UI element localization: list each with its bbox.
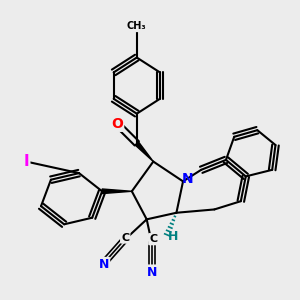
Text: I: I xyxy=(23,154,29,169)
Text: O: O xyxy=(111,117,123,130)
Text: C: C xyxy=(121,232,129,242)
Text: N: N xyxy=(146,266,157,279)
Text: N: N xyxy=(182,172,193,186)
Text: N: N xyxy=(99,258,109,271)
Text: H: H xyxy=(168,230,178,243)
Polygon shape xyxy=(135,142,153,162)
Text: CH₃: CH₃ xyxy=(127,21,147,31)
Text: C: C xyxy=(149,234,158,244)
Polygon shape xyxy=(102,189,132,194)
